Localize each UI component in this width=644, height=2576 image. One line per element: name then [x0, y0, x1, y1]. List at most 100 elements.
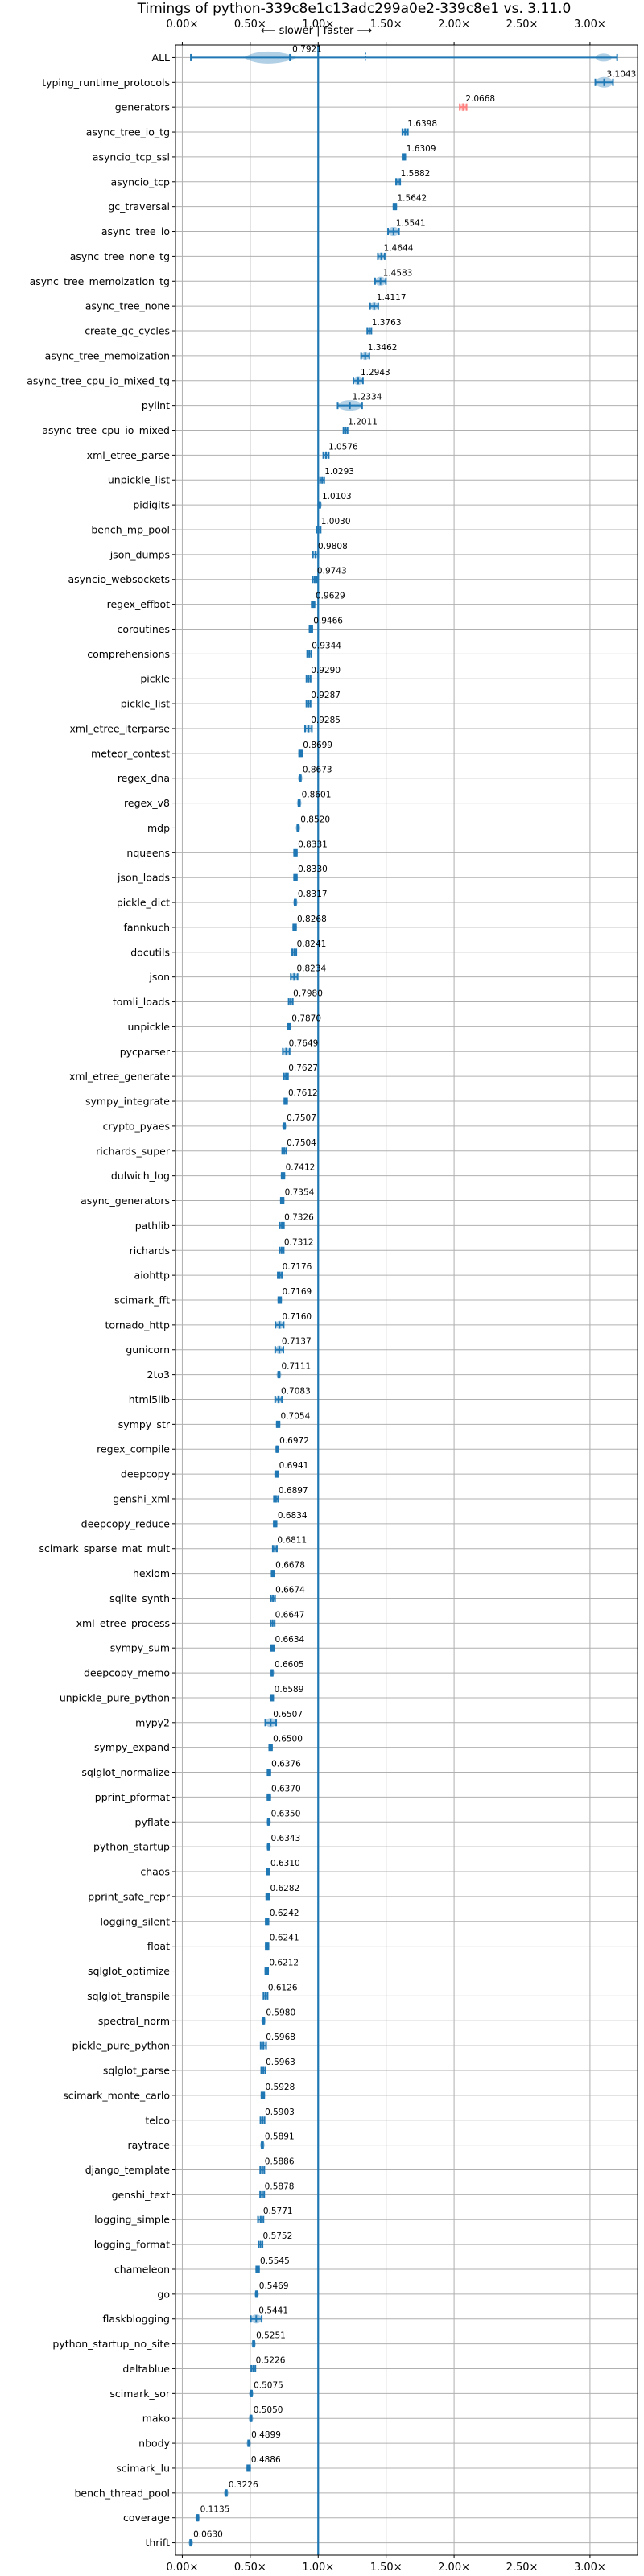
- y-tick-label: async_tree_none: [85, 300, 171, 312]
- data-label: 0.6241: [270, 1934, 299, 1943]
- data-label: 0.5963: [266, 2058, 295, 2067]
- data-label: 0.7921: [292, 44, 322, 54]
- data-label: 0.9344: [312, 641, 341, 650]
- y-tick-label: deepcopy_reduce: [81, 1517, 171, 1530]
- y-tick-label: regex_dna: [118, 772, 170, 784]
- data-label: 0.8330: [298, 865, 328, 874]
- data-label: 0.6507: [273, 1710, 303, 1719]
- data-label: 0.7504: [287, 1138, 316, 1148]
- y-tick-label: tornado_http: [105, 1319, 170, 1331]
- y-tick-label: pidigits: [133, 499, 170, 511]
- data-label: 1.4117: [377, 293, 407, 303]
- y-tick-label: logging_format: [94, 2239, 170, 2251]
- data-label: 0.8673: [303, 766, 332, 775]
- data-label: 0.6282: [270, 1884, 299, 1893]
- data-label: 1.5882: [401, 169, 431, 179]
- data-label: 0.1135: [200, 2505, 230, 2515]
- y-tick-label: pickle_dict: [117, 897, 170, 909]
- data-label: 0.7649: [289, 1038, 319, 1048]
- y-tick-label: deepcopy: [121, 1468, 171, 1480]
- data-label: 1.4583: [383, 268, 413, 278]
- y-tick-label: mdp: [147, 822, 170, 834]
- data-label: 1.2943: [361, 368, 390, 378]
- data-label: 1.5642: [398, 194, 427, 204]
- y-tick-label: nbody: [138, 2438, 170, 2450]
- data-label: 0.6370: [271, 1784, 301, 1794]
- y-tick-label: pickle_list: [121, 698, 170, 710]
- y-tick-label: async_tree_io_tg: [86, 126, 170, 138]
- data-label: 0.5771: [263, 2207, 293, 2216]
- x-tick-label-bottom: 2.00×: [438, 2562, 470, 2574]
- data-label: 0.8601: [302, 791, 332, 800]
- data-label: 0.9466: [313, 616, 343, 625]
- y-tick-label: pycparser: [120, 1046, 171, 1058]
- data-label: 0.6242: [270, 1909, 299, 1918]
- y-tick-label: xml_etree_parse: [87, 449, 171, 461]
- chart-subtitle: ⟵ slower | faster ⟶: [260, 25, 373, 37]
- y-tick-label: genshi_text: [112, 2189, 170, 2201]
- data-label: 0.6834: [278, 1511, 308, 1521]
- y-tick-label: meteor_contest: [91, 747, 170, 759]
- data-label: 1.6398: [407, 119, 437, 129]
- y-tick-label: json: [148, 971, 170, 983]
- y-tick-label: regex_v8: [124, 797, 170, 809]
- y-tick-label: telco: [145, 2114, 170, 2126]
- data-label: 0.9285: [311, 716, 341, 725]
- x-tick-label-bottom: 0.50×: [234, 2562, 266, 2574]
- y-tick-label: thrift: [145, 2537, 170, 2549]
- data-label: 0.8520: [300, 815, 330, 824]
- x-tick-label-bottom: 1.50×: [370, 2562, 402, 2574]
- data-label: 0.5441: [258, 2306, 288, 2316]
- y-tick-label: deltablue: [122, 2363, 170, 2375]
- y-tick-label: 2to3: [147, 1368, 170, 1381]
- y-tick-label: sqlite_synth: [109, 1592, 170, 1604]
- data-label: 0.6212: [269, 1959, 299, 1968]
- y-tick-label: typing_runtime_protocols: [42, 76, 170, 89]
- y-tick-label: pickle: [140, 673, 170, 685]
- data-label: 0.6674: [275, 1585, 305, 1595]
- data-label: 0.4899: [251, 2430, 281, 2440]
- data-label: 0.7507: [287, 1113, 316, 1123]
- data-label: 0.3226: [229, 2480, 258, 2490]
- x-tick-label-top: 2.50×: [506, 19, 539, 31]
- data-label: 0.6500: [273, 1735, 303, 1744]
- y-tick-label: unpickle_list: [108, 474, 170, 486]
- y-tick-label: python_startup_no_site: [52, 2338, 170, 2350]
- y-tick-label: pyflate: [135, 1816, 171, 1828]
- y-tick-label: richards_super: [96, 1145, 171, 1157]
- data-label: 0.6897: [279, 1486, 308, 1496]
- y-tick-label: asyncio_tcp_ssl: [93, 151, 170, 163]
- data-label: 0.7326: [284, 1212, 314, 1222]
- y-tick-label: aiohttp: [134, 1269, 171, 1282]
- y-tick-label: chameleon: [114, 2263, 170, 2275]
- data-label: 0.6634: [275, 1635, 304, 1645]
- y-tick-label: ALL: [152, 52, 171, 64]
- y-tick-label: chaos: [140, 1866, 170, 1878]
- data-label: 0.7137: [282, 1337, 312, 1347]
- y-tick-label: flaskblogging: [102, 2313, 170, 2325]
- data-label: 0.8699: [303, 741, 332, 750]
- y-tick-label: unpickle: [127, 1021, 170, 1033]
- data-label: 0.5545: [260, 2256, 290, 2266]
- y-tick-label: pprint_safe_repr: [88, 1890, 171, 1902]
- data-label: 0.8268: [297, 914, 327, 924]
- data-label: 0.5878: [265, 2182, 295, 2191]
- y-tick-label: django_template: [85, 2164, 171, 2176]
- y-tick-label: comprehensions: [87, 648, 170, 660]
- y-tick-label: create_gc_cycles: [85, 325, 170, 337]
- data-label: 1.2334: [353, 393, 382, 402]
- data-label: 0.5226: [256, 2355, 286, 2365]
- y-tick-label: scimark_monte_carlo: [63, 2089, 170, 2101]
- y-tick-label: hexiom: [133, 1567, 170, 1579]
- y-tick-label: json_loads: [117, 872, 170, 884]
- data-label: 0.4886: [251, 2455, 281, 2465]
- data-label: 1.6309: [407, 144, 436, 154]
- y-tick-label: fannkuch: [124, 921, 170, 933]
- data-label: 0.6376: [271, 1760, 301, 1769]
- y-tick-label: logging_silent: [100, 1915, 170, 1927]
- y-tick-label: xml_etree_process: [76, 1617, 170, 1629]
- data-label: 1.0293: [324, 467, 354, 477]
- x-tick-label-bottom: 3.00×: [574, 2562, 606, 2574]
- data-label: 0.7054: [281, 1411, 311, 1421]
- data-label: 0.7083: [281, 1386, 311, 1396]
